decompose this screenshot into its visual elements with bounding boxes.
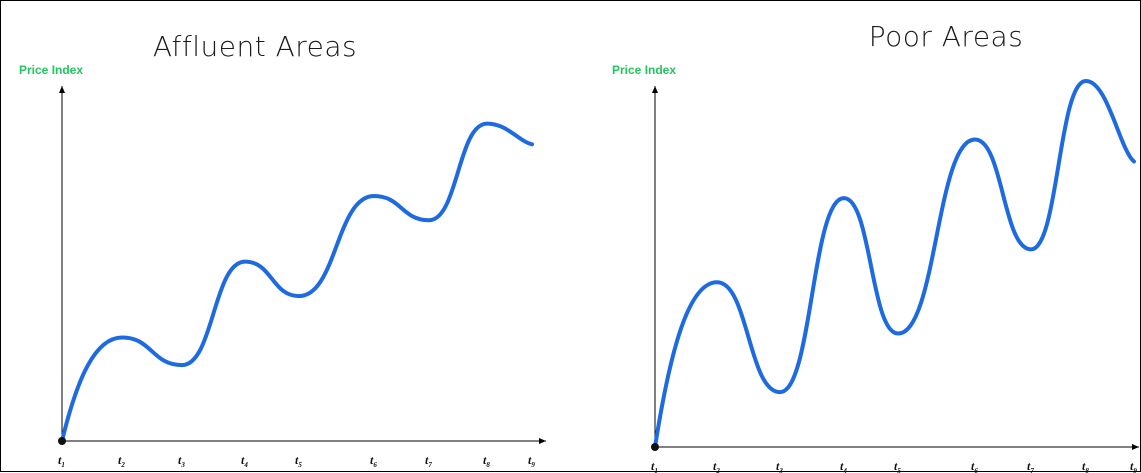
- origin-point: [651, 443, 659, 451]
- x-tick-label: t9: [528, 453, 535, 469]
- chart-title: Poor Areas: [869, 20, 1024, 53]
- origin-point: [58, 437, 66, 445]
- y-axis-label: Price Index: [19, 63, 83, 77]
- x-tick-subscript: 5: [298, 461, 302, 469]
- x-tick-subscript: 8: [1085, 467, 1089, 473]
- x-tick-subscript: 7: [1030, 467, 1034, 473]
- x-ticks: t1 t2 t3 t4 t5 t6 t7 t8 t9: [651, 459, 1137, 473]
- x-tick-subscript: 5: [897, 467, 901, 473]
- x-tick-label: t8: [483, 453, 490, 469]
- y-axis-arrow: [652, 86, 658, 93]
- x-tick-subscript: 1: [61, 461, 65, 469]
- x-tick-label: t4: [840, 459, 847, 473]
- x-tick-subscript: 2: [120, 461, 125, 469]
- x-tick-subscript: 1: [654, 467, 658, 473]
- x-tick-label: t3: [776, 459, 783, 473]
- x-tick-label: t5: [295, 453, 302, 469]
- x-tick-label: t2: [118, 453, 125, 469]
- x-axis-arrow: [1132, 444, 1139, 450]
- x-tick-subscript: 7: [428, 461, 432, 469]
- chart-affluent-areas: Affluent Areas Price Index t1 t2 t3 t4 t5 t6 t…: [19, 30, 546, 469]
- x-tick-label: t7: [1027, 459, 1034, 473]
- x-tick-label: t9: [1130, 459, 1137, 473]
- y-axis-label: Price Index: [612, 63, 676, 77]
- x-tick-label: t3: [178, 453, 185, 469]
- series-line: [653, 78, 1136, 449]
- x-tick-label: t6: [370, 453, 377, 469]
- x-tick-subscript: 3: [778, 467, 783, 473]
- x-tick-subscript: 9: [531, 461, 535, 469]
- x-tick-subscript: 8: [486, 461, 490, 469]
- x-tick-label: t7: [425, 453, 432, 469]
- x-tick-subscript: 6: [974, 467, 978, 473]
- x-ticks: t1 t2 t3 t4 t5 t6 t7 t8 t9: [58, 453, 535, 469]
- x-tick-label: t2: [713, 459, 720, 473]
- x-tick-label: t8: [1082, 459, 1089, 473]
- x-tick-subscript: 4: [243, 461, 248, 469]
- x-tick-label: t6: [971, 459, 978, 473]
- x-tick-label: t4: [241, 453, 248, 469]
- series-line: [60, 121, 534, 443]
- x-tick-subscript: 9: [1133, 467, 1137, 473]
- x-tick-label: t1: [651, 459, 658, 473]
- x-tick-subscript: 2: [715, 467, 720, 473]
- x-tick-subscript: 4: [842, 467, 847, 473]
- axes: [652, 86, 1139, 450]
- x-tick-subscript: 3: [180, 461, 185, 469]
- x-axis-arrow: [539, 438, 546, 444]
- axes: [59, 86, 546, 444]
- y-axis-arrow: [59, 86, 65, 93]
- chart-title: Affluent Areas: [153, 30, 357, 63]
- chart-poor-areas: Poor Areas Price Index t1 t2 t3 t4 t5 t6 t7 t8 t…: [612, 20, 1139, 473]
- x-tick-label: t5: [894, 459, 901, 473]
- x-tick-label: t1: [58, 453, 65, 469]
- x-tick-subscript: 6: [373, 461, 377, 469]
